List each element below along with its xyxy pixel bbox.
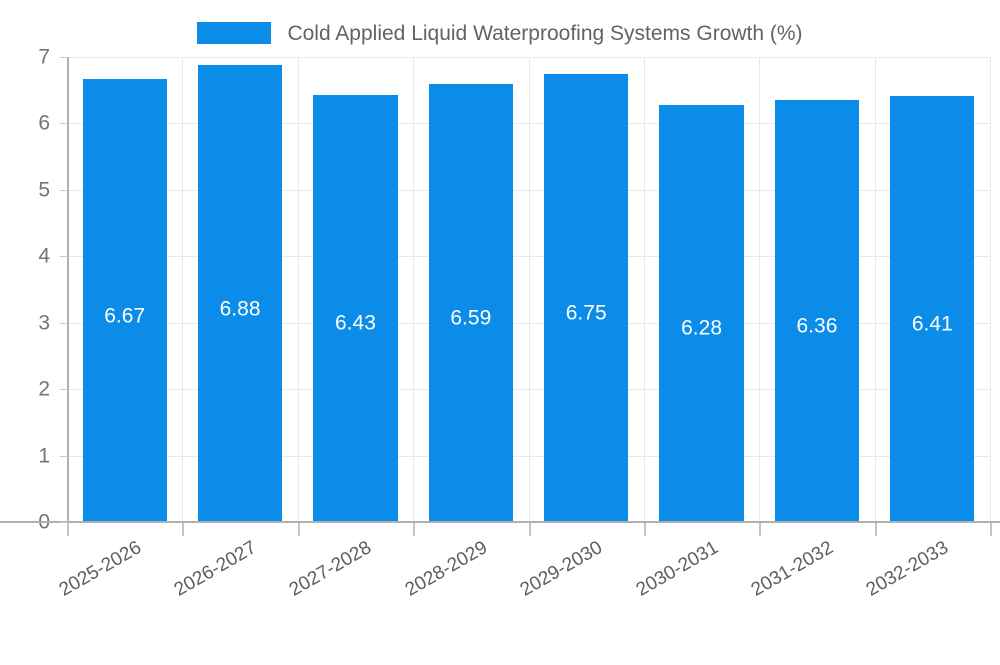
gridline-horizontal <box>67 189 990 191</box>
y-axis-labels: 01234567 <box>0 0 52 600</box>
y-axis-tick <box>60 57 68 58</box>
x-axis-category-label: 2028-2029 <box>401 537 491 601</box>
y-axis-line <box>67 57 69 523</box>
gridline-vertical <box>875 57 876 522</box>
x-axis-tick <box>182 523 184 536</box>
y-axis-tick-label: 4 <box>38 244 50 268</box>
y-axis-tick <box>60 189 68 191</box>
x-axis-tick <box>990 523 992 536</box>
gridline-vertical <box>990 57 991 522</box>
x-axis-tick <box>529 523 531 536</box>
gridline-vertical <box>759 57 760 522</box>
x-axis-line <box>0 521 1000 523</box>
bar[interactable] <box>774 99 860 522</box>
x-axis-category-label: 2029-2030 <box>516 537 607 601</box>
y-axis-tick <box>60 522 68 523</box>
y-axis-tick-label: 3 <box>38 311 50 335</box>
y-axis-tick-label: 7 <box>38 45 50 69</box>
x-axis-tick <box>759 523 761 536</box>
y-axis-tick-label: 6 <box>38 111 50 135</box>
y-axis-tick <box>60 322 68 324</box>
x-axis-tick <box>413 523 415 536</box>
legend-item[interactable]: Cold Applied Liquid Waterproofing System… <box>197 21 803 45</box>
bar[interactable] <box>890 96 975 522</box>
y-axis-tick-label: 1 <box>38 444 50 468</box>
x-axis-tick <box>298 523 300 536</box>
bar[interactable] <box>544 73 629 522</box>
bar-chart: Cold Applied Liquid Waterproofing System… <box>0 0 1000 601</box>
bar[interactable] <box>313 94 398 522</box>
gridline-vertical <box>298 57 299 522</box>
legend-label: Cold Applied Liquid Waterproofing System… <box>287 21 803 45</box>
gridline-horizontal <box>67 322 990 324</box>
gridline-horizontal <box>67 389 990 391</box>
gridline-vertical <box>529 57 530 522</box>
chart-legend: Cold Applied Liquid Waterproofing System… <box>0 14 1000 52</box>
gridline-vertical <box>644 57 645 522</box>
x-axis-tick <box>644 523 646 536</box>
legend-color-swatch <box>197 22 272 44</box>
bar[interactable] <box>197 64 283 522</box>
y-axis-tick <box>60 256 68 258</box>
x-axis-tick <box>67 523 69 536</box>
y-axis-tick-label: 2 <box>38 377 50 401</box>
gridline-horizontal <box>67 256 990 258</box>
x-axis-category-label: 2027-2028 <box>286 537 376 601</box>
y-axis-tick <box>60 455 68 457</box>
bar[interactable] <box>82 78 167 522</box>
bar[interactable] <box>428 84 513 522</box>
x-axis-category-label: 2030-2031 <box>632 537 722 601</box>
x-axis-category-label: 2032-2033 <box>863 537 953 601</box>
y-axis-tick <box>60 123 68 125</box>
y-axis-tick-label: 5 <box>38 178 50 202</box>
gridline-vertical <box>413 57 414 522</box>
plot-area: 6.67 6.88 6.43 6.59 6.75 6.28 6.36 6.41 <box>67 57 991 523</box>
gridline-horizontal <box>67 123 990 125</box>
gridline-horizontal <box>67 455 990 457</box>
y-axis-tick <box>60 389 68 391</box>
bar[interactable] <box>659 104 744 522</box>
x-axis-tick <box>875 523 877 536</box>
x-axis-category-label: 2026-2027 <box>170 537 261 601</box>
gridline-horizontal <box>67 57 990 58</box>
x-axis-category-label: 2031-2032 <box>747 537 837 601</box>
gridline-vertical <box>182 57 183 522</box>
